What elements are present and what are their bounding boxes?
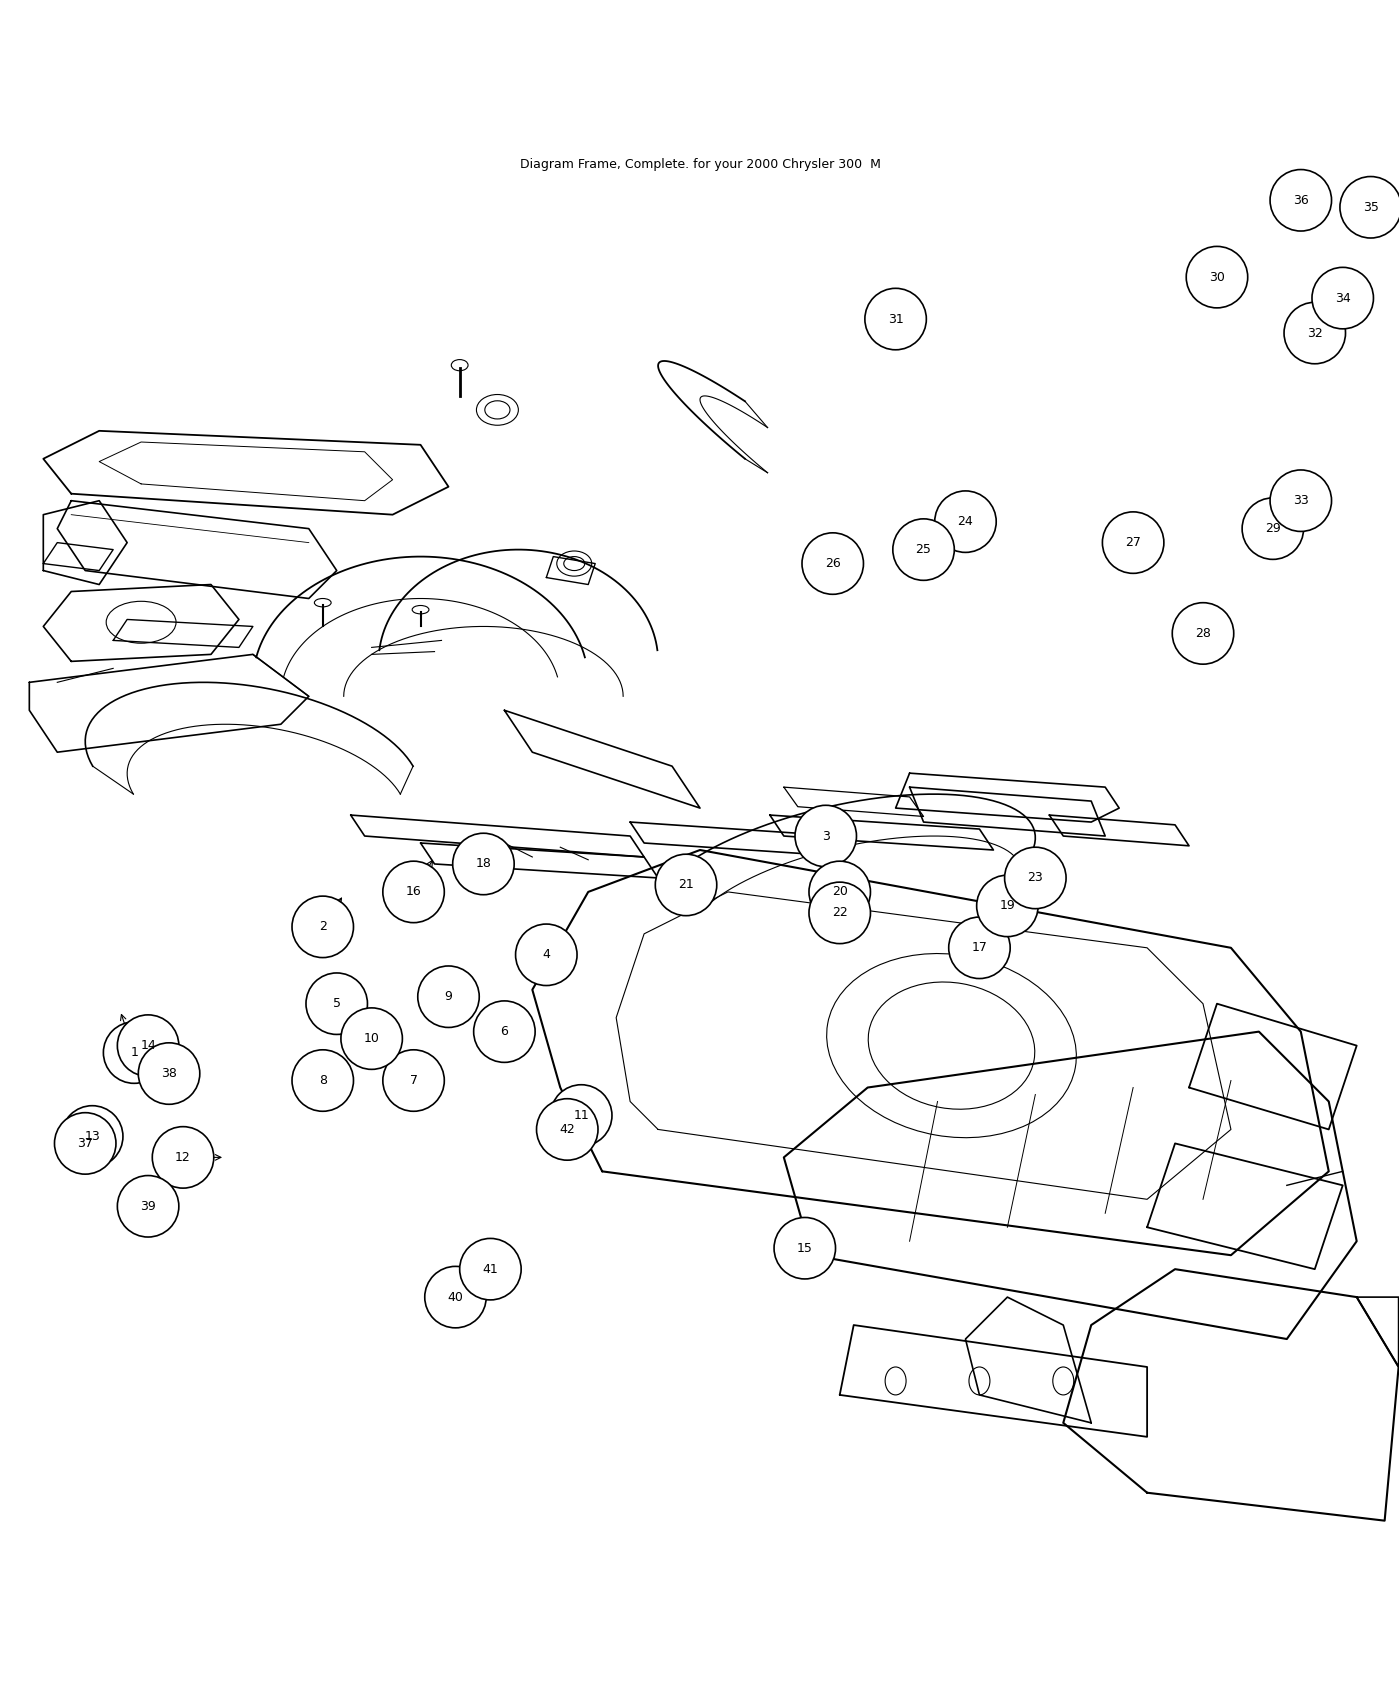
- Text: 8: 8: [319, 1074, 326, 1086]
- Text: 34: 34: [1334, 292, 1351, 304]
- Text: 25: 25: [916, 542, 931, 556]
- Circle shape: [1270, 469, 1331, 532]
- Text: 29: 29: [1266, 522, 1281, 536]
- Text: 23: 23: [1028, 872, 1043, 884]
- Text: 42: 42: [560, 1124, 575, 1136]
- Circle shape: [536, 1098, 598, 1159]
- Circle shape: [153, 1127, 214, 1188]
- Text: 14: 14: [140, 1039, 155, 1052]
- Circle shape: [893, 518, 955, 580]
- Text: 37: 37: [77, 1137, 94, 1149]
- Text: 38: 38: [161, 1068, 176, 1080]
- Circle shape: [342, 1008, 402, 1069]
- Circle shape: [802, 532, 864, 595]
- Text: 18: 18: [476, 857, 491, 870]
- Text: 12: 12: [175, 1151, 190, 1164]
- Text: 35: 35: [1362, 201, 1379, 214]
- Circle shape: [1312, 267, 1373, 328]
- Circle shape: [1340, 177, 1400, 238]
- Text: 36: 36: [1294, 194, 1309, 207]
- Circle shape: [293, 896, 353, 957]
- Circle shape: [809, 882, 871, 944]
- Circle shape: [935, 491, 997, 552]
- Circle shape: [459, 1238, 521, 1300]
- Circle shape: [452, 833, 514, 894]
- Text: 9: 9: [445, 989, 452, 1003]
- Circle shape: [293, 1051, 353, 1112]
- Text: 17: 17: [972, 942, 987, 954]
- Circle shape: [1270, 170, 1331, 231]
- Text: 4: 4: [542, 949, 550, 960]
- Circle shape: [382, 862, 444, 923]
- Text: 6: 6: [500, 1025, 508, 1039]
- Text: 7: 7: [410, 1074, 417, 1086]
- Circle shape: [795, 806, 857, 867]
- Circle shape: [809, 862, 871, 923]
- Text: 5: 5: [333, 998, 340, 1010]
- Text: 15: 15: [797, 1241, 813, 1255]
- Text: 33: 33: [1294, 495, 1309, 507]
- Circle shape: [1284, 303, 1345, 364]
- Text: 28: 28: [1196, 627, 1211, 639]
- Text: 1: 1: [130, 1046, 139, 1059]
- Text: 16: 16: [406, 886, 421, 898]
- Circle shape: [1172, 604, 1233, 665]
- Circle shape: [55, 1114, 116, 1175]
- Circle shape: [977, 876, 1039, 937]
- Circle shape: [473, 1001, 535, 1062]
- Text: 27: 27: [1126, 536, 1141, 549]
- Circle shape: [307, 972, 367, 1034]
- Circle shape: [118, 1176, 179, 1238]
- Text: 24: 24: [958, 515, 973, 529]
- Circle shape: [417, 966, 479, 1027]
- Circle shape: [118, 1015, 179, 1076]
- Text: Diagram Frame, Complete. for your 2000 Chrysler 300  M: Diagram Frame, Complete. for your 2000 C…: [519, 158, 881, 172]
- Circle shape: [139, 1042, 200, 1105]
- Text: 39: 39: [140, 1200, 155, 1212]
- Text: 20: 20: [832, 886, 847, 898]
- Text: 31: 31: [888, 313, 903, 326]
- Text: 10: 10: [364, 1032, 379, 1045]
- Circle shape: [515, 925, 577, 986]
- Text: 19: 19: [1000, 899, 1015, 913]
- Circle shape: [62, 1105, 123, 1168]
- Circle shape: [774, 1217, 836, 1278]
- Circle shape: [1102, 512, 1163, 573]
- Circle shape: [1005, 847, 1065, 910]
- Text: 21: 21: [678, 879, 694, 891]
- Circle shape: [655, 853, 717, 916]
- Text: 22: 22: [832, 906, 847, 920]
- Circle shape: [865, 289, 927, 350]
- Text: 13: 13: [84, 1130, 99, 1142]
- Circle shape: [382, 1051, 444, 1112]
- Text: 40: 40: [448, 1290, 463, 1304]
- Circle shape: [104, 1022, 165, 1083]
- Text: 30: 30: [1210, 270, 1225, 284]
- Text: 41: 41: [483, 1263, 498, 1275]
- Text: 26: 26: [825, 558, 840, 570]
- Text: 2: 2: [319, 920, 326, 933]
- Text: 11: 11: [574, 1108, 589, 1122]
- Text: 3: 3: [822, 830, 830, 843]
- Circle shape: [1242, 498, 1303, 559]
- Text: 32: 32: [1308, 326, 1323, 340]
- Circle shape: [550, 1085, 612, 1146]
- Circle shape: [949, 916, 1011, 979]
- Circle shape: [1186, 246, 1247, 308]
- Circle shape: [424, 1266, 486, 1328]
